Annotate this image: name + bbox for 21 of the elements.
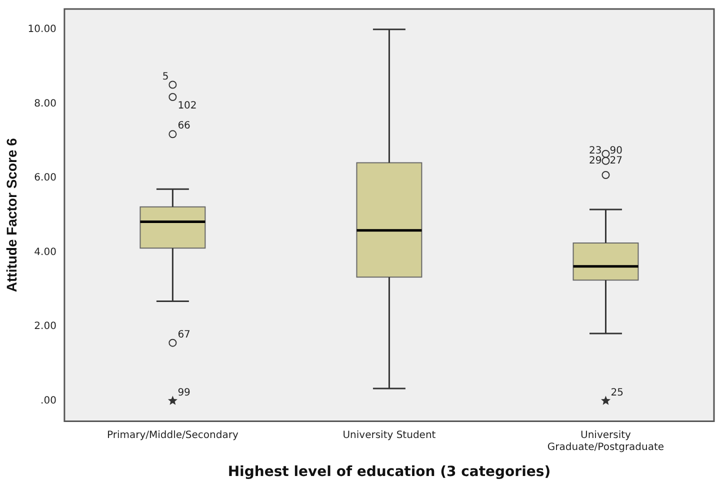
x-tick-label: University Student <box>342 430 436 441</box>
y-tick-label: 8.00 <box>34 98 56 110</box>
annotation: 99 <box>178 387 190 398</box>
y-tick-label: 6.00 <box>34 172 56 184</box>
y-tick-label: 4.00 <box>34 246 56 258</box>
annotation: 102 <box>178 100 197 112</box>
annotation: 90 <box>610 145 622 156</box>
annotation: 29 <box>589 155 602 166</box>
annotation: 25 <box>610 387 624 398</box>
y-tick-label: 2.00 <box>34 321 56 332</box>
annotation: 66 <box>178 120 190 132</box>
x-tick-label: Primary/Middle/Secondary <box>107 430 238 441</box>
annotation: 5 <box>162 71 169 82</box>
x-axis-title: Highest level of education (3 categories) <box>228 464 551 480</box>
annotation: 27 <box>610 155 622 166</box>
y-axis-title: Attitude Factor Score 6 <box>3 138 20 292</box>
x-tick-label: University Graduate/Postgraduate <box>547 430 664 453</box>
y-tick-label: .00 <box>40 395 56 406</box>
annotation: 67 <box>178 329 190 340</box>
y-tick-label: 10.00 <box>28 24 56 36</box>
annotation: 23 <box>589 145 602 156</box>
